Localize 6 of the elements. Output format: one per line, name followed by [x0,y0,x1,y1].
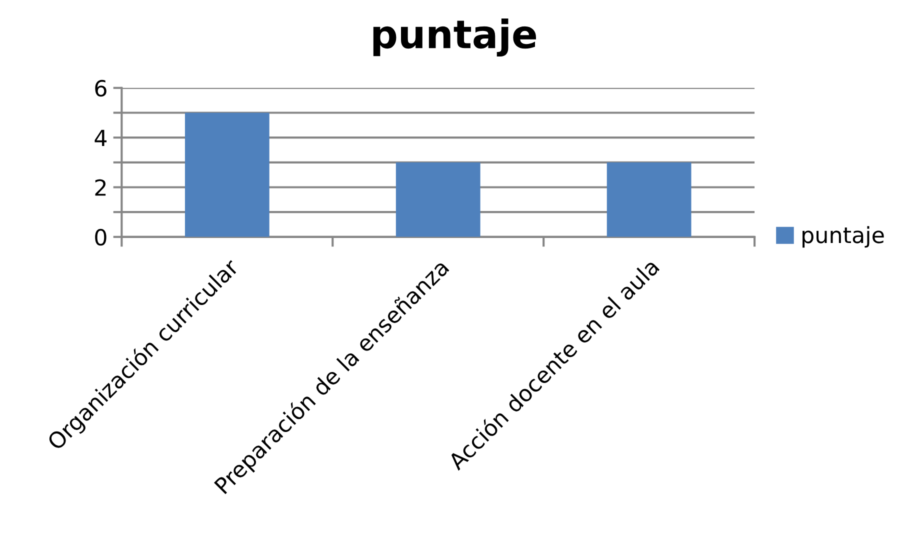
y-tick-label: 0 [95,228,106,246]
chart-title: puntaje [373,18,536,56]
legend-label: puntaje [802,226,884,248]
y-tick-label: 6 [95,80,106,97]
y-tick-label: 2 [95,179,106,196]
y-tick-label: 4 [94,130,107,146]
